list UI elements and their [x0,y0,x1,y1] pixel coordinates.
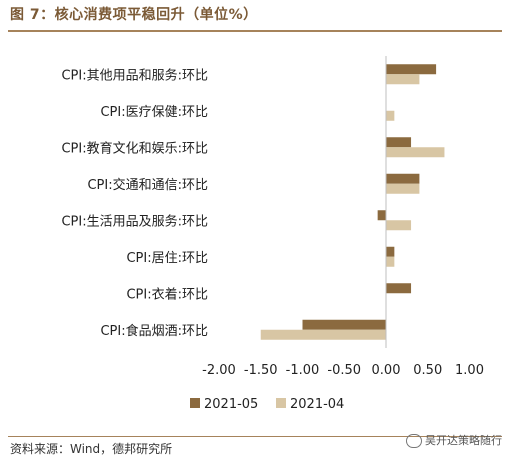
legend-label: 2021-05 [204,397,258,412]
x-tick-label: -1.00 [286,363,320,378]
x-tick-label: 0.50 [413,363,442,378]
x-tick-label: -2.00 [202,363,236,378]
x-tick-label: -0.50 [327,363,361,378]
chart: CPI:其他用品和服务:环比 CPI:医疗保健:环比 CPI:教育文化和娱乐:环比 C… [61,56,484,412]
bar-2021-04 [386,147,445,158]
tick-labels: -2.00 -1.50 -1.00 -0.50 0.00 0.50 1.00 [202,363,484,378]
watermark-text: 吴开达策略随行 [425,434,502,447]
bar-2021-05 [386,283,412,294]
bar-2021-05 [386,137,412,148]
bar-2021-05 [386,246,395,257]
category-label: CPI:教育文化和娱乐:环比 [61,140,208,156]
category-label: CPI:衣着:环比 [126,286,208,302]
bar-2021-05 [302,319,386,330]
bar-2021-04 [386,256,395,267]
x-tick-label: 1.00 [455,363,484,378]
legend: 2021-05 2021-04 [190,397,344,412]
bar-2021-05 [386,64,437,75]
category-label: CPI:交通和通信:环比 [87,177,208,193]
bar-2021-04 [386,183,420,194]
category-label: CPI:食品烟酒:环比 [100,323,208,339]
bar-2021-05 [377,210,386,221]
category-label: CPI:其他用品和服务:环比 [61,67,208,83]
legend-label: 2021-04 [290,397,344,412]
category-label: CPI:居住:环比 [126,251,208,266]
bar-2021-04 [260,329,386,340]
bar-2021-05 [386,173,420,184]
title-rule [8,30,502,32]
watermark: 吴开达策略随行 [406,432,502,448]
wechat-icon [406,434,422,448]
bars-layer [260,64,445,340]
footer-rule [8,436,502,437]
figure-title: 图 7：核心消费项平稳回升（单位%） [10,7,258,23]
legend-swatch [190,398,200,408]
legend-swatch [276,398,286,408]
bar-2021-04 [386,220,412,231]
bar-2021-04 [386,110,395,121]
x-tick-label: -1.50 [244,363,278,378]
category-label: CPI:医疗保健:环比 [100,105,208,120]
category-labels: CPI:其他用品和服务:环比 CPI:医疗保健:环比 CPI:教育文化和娱乐:环比 C… [61,67,208,339]
bar-2021-04 [386,74,420,85]
category-label: CPI:生活用品及服务:环比 [61,213,208,229]
source-note: 资料来源：Wind，德邦研究所 [10,442,173,456]
x-tick-label: 0.00 [372,363,401,378]
